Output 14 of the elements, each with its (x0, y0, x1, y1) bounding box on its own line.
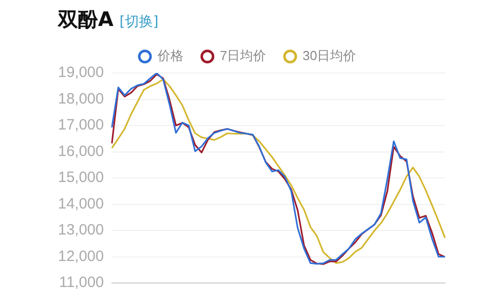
y-tick-label: 14,000 (58, 195, 104, 212)
y-tick-label: 15,000 (58, 169, 104, 186)
legend-label: 7日均价 (220, 48, 266, 64)
chart-subtitle: [切换] (119, 13, 158, 31)
y-tick-label: 12,000 (58, 248, 104, 265)
y-tick-label: 18,000 (58, 90, 104, 108)
y-tick-label: 17,000 (58, 116, 104, 134)
y-tick-label: 13,000 (58, 222, 104, 239)
legend-label: 价格 (156, 48, 184, 64)
y-tick-label: 11,000 (59, 274, 104, 292)
chart-title: 双酚A (58, 6, 114, 33)
legend-label: 30日均价 (302, 48, 356, 64)
y-tick-label: 16,000 (58, 142, 104, 160)
y-tick-label: 19,000 (58, 64, 104, 82)
